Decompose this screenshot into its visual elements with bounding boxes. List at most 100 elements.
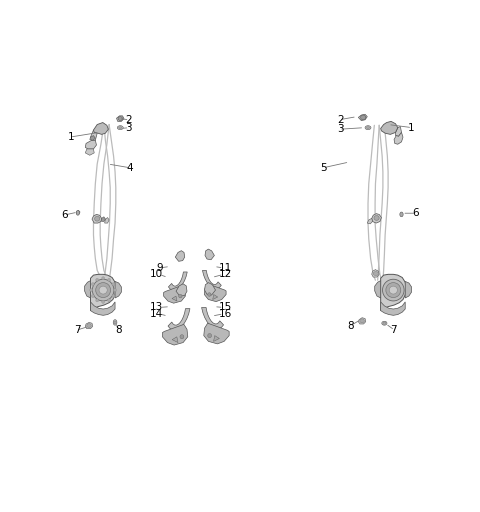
Polygon shape (381, 302, 405, 315)
Text: 10: 10 (150, 269, 163, 280)
Ellipse shape (90, 289, 93, 292)
Ellipse shape (96, 279, 99, 282)
Polygon shape (92, 215, 102, 223)
Ellipse shape (76, 210, 80, 215)
Polygon shape (172, 296, 177, 301)
Ellipse shape (208, 333, 212, 338)
Ellipse shape (383, 322, 386, 325)
Polygon shape (85, 149, 94, 155)
Ellipse shape (118, 117, 122, 121)
Polygon shape (117, 116, 124, 121)
Ellipse shape (108, 279, 110, 282)
Polygon shape (204, 283, 216, 295)
Ellipse shape (114, 321, 116, 324)
Polygon shape (102, 217, 106, 222)
Ellipse shape (373, 271, 378, 275)
Text: 2: 2 (337, 115, 344, 125)
Text: 8: 8 (347, 322, 354, 331)
Text: 8: 8 (115, 325, 122, 335)
Ellipse shape (114, 289, 117, 292)
Polygon shape (381, 274, 406, 311)
Polygon shape (204, 323, 229, 344)
Polygon shape (84, 281, 91, 298)
Text: 6: 6 (412, 208, 419, 218)
Polygon shape (359, 114, 367, 121)
Ellipse shape (91, 294, 95, 297)
Polygon shape (105, 218, 109, 223)
Polygon shape (359, 317, 366, 324)
Text: 14: 14 (150, 309, 163, 319)
Polygon shape (85, 323, 93, 329)
Ellipse shape (400, 212, 403, 217)
Text: 2: 2 (125, 115, 132, 125)
Ellipse shape (91, 283, 95, 286)
Polygon shape (164, 286, 185, 303)
Ellipse shape (96, 299, 99, 302)
Ellipse shape (95, 217, 100, 221)
Ellipse shape (117, 126, 123, 130)
Ellipse shape (112, 283, 115, 286)
Polygon shape (115, 282, 121, 298)
Ellipse shape (99, 286, 107, 294)
Polygon shape (76, 210, 80, 215)
Text: 7: 7 (390, 325, 397, 335)
Polygon shape (214, 335, 219, 342)
Ellipse shape (112, 294, 115, 297)
Ellipse shape (386, 283, 401, 297)
Polygon shape (176, 284, 187, 296)
Text: 7: 7 (74, 325, 81, 335)
Text: 5: 5 (321, 163, 327, 173)
Ellipse shape (108, 299, 110, 302)
Polygon shape (91, 302, 115, 315)
Polygon shape (396, 126, 401, 136)
Polygon shape (205, 249, 215, 260)
Polygon shape (213, 294, 218, 300)
Ellipse shape (113, 319, 117, 325)
Ellipse shape (365, 126, 371, 130)
Polygon shape (204, 284, 226, 302)
Ellipse shape (96, 283, 110, 297)
Ellipse shape (383, 279, 404, 301)
Polygon shape (372, 214, 382, 223)
Polygon shape (168, 272, 187, 290)
Polygon shape (90, 136, 96, 140)
Text: 15: 15 (219, 303, 232, 312)
Text: 3: 3 (125, 123, 132, 133)
Text: 13: 13 (150, 303, 163, 312)
Polygon shape (162, 325, 188, 345)
Ellipse shape (102, 276, 105, 280)
Text: 12: 12 (219, 269, 232, 280)
Polygon shape (91, 274, 116, 311)
Ellipse shape (367, 126, 370, 129)
Text: 11: 11 (219, 263, 232, 273)
Text: 9: 9 (157, 263, 163, 273)
Polygon shape (168, 309, 190, 330)
Ellipse shape (102, 301, 105, 304)
Text: 16: 16 (219, 309, 232, 319)
Ellipse shape (360, 115, 366, 120)
Text: 6: 6 (61, 210, 68, 220)
Polygon shape (394, 133, 403, 144)
Ellipse shape (87, 324, 91, 328)
Polygon shape (203, 270, 221, 289)
Polygon shape (85, 140, 96, 149)
Polygon shape (381, 121, 398, 134)
Ellipse shape (382, 321, 387, 325)
Polygon shape (367, 218, 372, 224)
Polygon shape (91, 130, 97, 140)
Text: 1: 1 (68, 132, 74, 142)
Text: 1: 1 (408, 123, 414, 133)
Ellipse shape (208, 293, 211, 296)
Text: 4: 4 (126, 163, 133, 173)
Ellipse shape (360, 319, 364, 323)
Ellipse shape (179, 294, 182, 298)
Polygon shape (94, 122, 108, 134)
Ellipse shape (389, 286, 397, 294)
Polygon shape (375, 281, 381, 298)
Polygon shape (372, 270, 379, 277)
Polygon shape (405, 282, 411, 298)
Ellipse shape (374, 216, 379, 220)
Polygon shape (202, 307, 224, 329)
Ellipse shape (119, 126, 122, 129)
Polygon shape (172, 337, 178, 343)
